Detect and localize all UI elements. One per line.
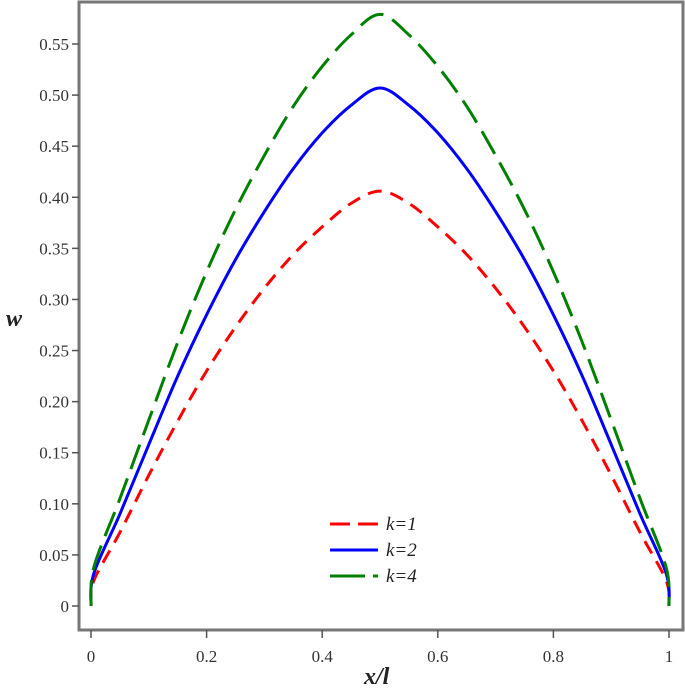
x-tick-label: 0.4 — [312, 647, 334, 666]
x-tick-label: 0.2 — [196, 647, 217, 666]
legend-label: k=1 — [386, 514, 417, 535]
y-tick-label: 0.15 — [39, 444, 69, 463]
legend-label: k=2 — [386, 540, 417, 561]
x-tick-label: 0.6 — [427, 647, 448, 666]
plot-frame — [77, 0, 685, 632]
y-axis-title: w — [6, 306, 23, 332]
y-tick-label: 0.30 — [39, 290, 69, 309]
series-lines — [89, 12, 671, 607]
x-tick-label: 0 — [87, 647, 96, 666]
y-tick-label: 0.40 — [39, 188, 69, 207]
series-line-k=1 — [89, 189, 671, 607]
y-tick-label: 0.25 — [39, 342, 69, 361]
series-line-k=4 — [89, 12, 671, 607]
x-axis: 0 0.2 0.4 0.6 0.8 1 — [87, 630, 674, 666]
legend: k=1 k=2 k=4 — [330, 514, 417, 587]
y-tick-label: 0.05 — [39, 546, 69, 565]
y-tick-label: 0.55 — [39, 35, 69, 54]
y-tick-label: 0.10 — [39, 495, 69, 514]
y-tick-label: 0.45 — [39, 137, 69, 156]
y-tick-label: 0.20 — [39, 393, 69, 412]
x-axis-title: x/l — [363, 664, 390, 689]
x-tick-label: 1 — [665, 647, 674, 666]
y-tick-label: 0.35 — [39, 239, 69, 258]
y-tick-label: 0 — [61, 597, 70, 616]
legend-label: k=4 — [386, 566, 417, 587]
series-line-k=2 — [89, 86, 671, 607]
y-axis: 0 0.05 0.10 0.15 0.20 0.25 0.30 0.35 0.40 0.45 0.5… — [39, 35, 79, 616]
y-tick-label: 0.50 — [39, 86, 69, 105]
x-tick-label: 0.8 — [543, 647, 564, 666]
